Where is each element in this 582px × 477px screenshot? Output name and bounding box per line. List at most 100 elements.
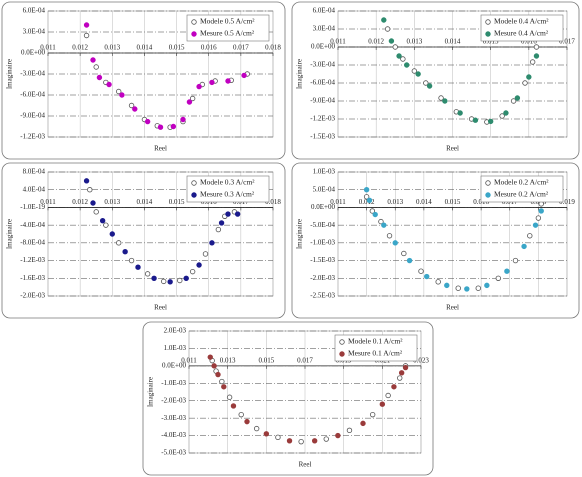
data-point	[438, 95, 444, 101]
data-point	[103, 222, 109, 228]
data-point	[386, 233, 393, 239]
legend: Modele 0.2 A/cm² Mesure 0.2 A/cm²	[480, 175, 564, 203]
legend-marker	[485, 180, 491, 186]
data-point	[484, 282, 490, 289]
y-tick-label: -2.5E-03	[310, 292, 335, 300]
data-point	[225, 78, 231, 84]
legend: Modele 0.5 A/cm² Mesure 0.5 A/cm²	[186, 14, 270, 42]
data-point	[189, 95, 196, 102]
data-point	[116, 88, 122, 95]
data-point	[392, 240, 398, 246]
x-tick-label: 0.023	[413, 356, 429, 364]
data-point	[298, 438, 304, 445]
y-tick-label: -6.0E-04	[20, 91, 45, 99]
legend: Modele 0.1 A/cm² Mesure 0.1 A/cm²	[334, 334, 418, 362]
data-point	[241, 72, 247, 79]
y-tick-label: -2.0E-03	[161, 396, 186, 404]
y-tick-label: -1.2E-03	[20, 133, 45, 141]
y-tick-label: 6.0E-04	[23, 7, 46, 15]
legend-label: Mesure 0.1 A/cm²	[348, 349, 403, 358]
data-point	[311, 438, 318, 444]
data-point	[514, 95, 521, 101]
data-point	[424, 273, 430, 280]
legend-label: Modele 0.5 A/cm²	[200, 17, 255, 26]
data-point	[90, 200, 96, 206]
y-axis-label: Imaginaire	[296, 59, 304, 89]
data-point	[135, 264, 141, 270]
x-tick-label: 0.013	[104, 198, 120, 206]
data-point	[226, 394, 233, 400]
data-point	[170, 123, 177, 130]
x-tick-label: 0.015	[258, 356, 274, 364]
x-tick-label: 0.015	[483, 38, 499, 46]
x-tick-label: 0.011	[40, 198, 56, 206]
data-point	[177, 277, 183, 284]
data-point	[360, 420, 366, 427]
x-tick-label: 0.013	[104, 44, 120, 52]
y-tick-label: -1.2E-03	[310, 115, 335, 123]
data-point	[244, 418, 250, 425]
data-point	[161, 278, 167, 285]
x-tick-label: 0.017	[233, 44, 249, 52]
legend: Modele 0.4 A/cm² Mesure 0.4 A/cm²	[480, 14, 564, 42]
x-tick-label: 0.012	[368, 38, 384, 46]
data-point	[521, 243, 527, 250]
x-axis-label: Reel	[154, 304, 167, 312]
x-tick-label: 0.016	[521, 38, 537, 46]
data-point	[529, 59, 536, 65]
data-point	[96, 74, 103, 81]
data-point	[83, 22, 90, 28]
data-point	[510, 98, 517, 104]
data-point	[211, 363, 217, 369]
data-point	[106, 81, 112, 88]
data-point	[128, 257, 135, 264]
data-point	[384, 26, 391, 32]
x-tick-label: 0.013	[387, 198, 403, 206]
data-point	[499, 113, 505, 119]
data-point	[401, 250, 407, 257]
x-tick-label: 0.014	[137, 198, 153, 206]
data-point	[379, 401, 386, 407]
legend-label: Modele 0.3 A/cm²	[200, 178, 255, 187]
legend-marker	[191, 180, 197, 186]
legend-marker	[485, 192, 491, 198]
data-point	[444, 282, 450, 289]
legend-label: Mesure 0.3 A/cm²	[200, 190, 255, 199]
data-point	[323, 436, 329, 442]
x-axis-label: Reel	[446, 145, 459, 153]
data-point	[209, 79, 215, 86]
data-point	[526, 74, 532, 80]
x-tick-label: 0.015	[169, 44, 185, 52]
data-point	[215, 371, 221, 378]
legend-marker	[485, 31, 491, 37]
x-tick-label: 0.018	[265, 198, 281, 206]
data-point	[411, 68, 418, 74]
data-point	[475, 285, 481, 291]
y-tick-label: 8.0E-04	[23, 168, 46, 176]
data-point	[503, 110, 509, 116]
data-point	[230, 403, 237, 409]
x-tick-label: 0.013	[406, 38, 422, 46]
data-point	[122, 249, 128, 255]
x-tick-label: 0.013	[220, 356, 236, 364]
legend-marker	[191, 19, 197, 25]
data-point	[415, 71, 421, 77]
data-point	[335, 432, 341, 439]
data-point	[99, 218, 106, 224]
data-point	[189, 268, 196, 275]
data-point	[109, 231, 115, 237]
x-tick-label: 0.011	[330, 198, 346, 206]
data-point	[221, 384, 227, 390]
data-point	[263, 431, 270, 437]
y-tick-label: -9.0E-04	[20, 112, 45, 120]
x-tick-label: 0.016	[201, 44, 217, 52]
data-point	[442, 98, 448, 104]
data-point	[400, 56, 406, 62]
data-point	[151, 275, 157, 281]
data-point	[397, 375, 403, 381]
data-point	[238, 411, 244, 418]
y-tick-label: -3.0E-04	[20, 70, 45, 78]
data-point	[391, 384, 397, 390]
x-tick-label: 0.015	[169, 198, 185, 206]
legend-label: Mesure 0.4 A/cm²	[494, 29, 549, 38]
